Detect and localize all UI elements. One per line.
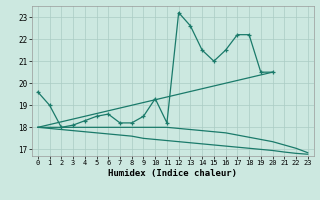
X-axis label: Humidex (Indice chaleur): Humidex (Indice chaleur)	[108, 169, 237, 178]
